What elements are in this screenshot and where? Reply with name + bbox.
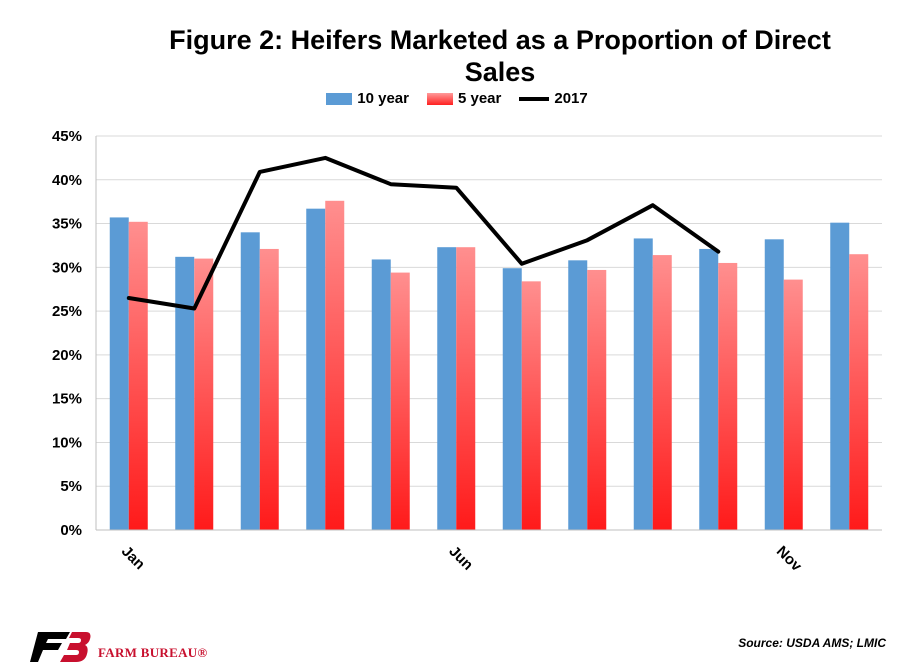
bar-10-year-6 xyxy=(502,268,522,530)
bar-10-year-7 xyxy=(568,260,588,530)
bar-5-year-10 xyxy=(783,279,803,530)
bar-5-year-2 xyxy=(259,248,279,531)
legend-entry-10-year: 10 year xyxy=(326,90,409,107)
legend-entry-2017: 2017 xyxy=(519,90,588,107)
y-tick-label: 20% xyxy=(52,347,82,364)
bar-5-year-4 xyxy=(390,272,410,530)
bar-5-year-8 xyxy=(652,255,672,530)
bar-5-year-1 xyxy=(194,258,214,530)
bar-10-year-0 xyxy=(109,217,129,530)
x-tick-label: Jun xyxy=(445,543,476,574)
line-series-2017 xyxy=(126,155,721,311)
bar-10-year-8 xyxy=(633,238,653,530)
legend-label-2017: 2017 xyxy=(554,90,588,107)
bar-10-year-5 xyxy=(437,247,457,530)
y-tick-label: 35% xyxy=(52,216,82,233)
source-note: Source: USDA AMS; LMIC xyxy=(738,636,886,650)
y-tick-label: 10% xyxy=(52,434,82,451)
legend-swatch-5-year xyxy=(426,92,453,105)
bar-5-year-5 xyxy=(456,247,476,530)
bar-10-year-1 xyxy=(175,256,195,530)
bar-5-year-6 xyxy=(521,281,541,530)
bar-5-year-11 xyxy=(849,254,869,530)
y-tick-label: 15% xyxy=(52,391,82,408)
bar-10-year-3 xyxy=(306,208,326,530)
logo-text: FARM BUREAU® xyxy=(98,645,208,660)
bar-5-year-7 xyxy=(587,269,607,530)
bar-10-year-11 xyxy=(830,222,850,530)
farm-bureau-logo: FARM BUREAU® xyxy=(30,632,207,662)
y-tick-label: 30% xyxy=(52,259,82,276)
bar-5-year-0 xyxy=(128,221,148,530)
bar-10-year-9 xyxy=(699,248,719,531)
x-tick-label: Nov xyxy=(773,543,806,576)
bar-10-year-2 xyxy=(240,232,260,531)
y-tick-label: 25% xyxy=(52,303,82,320)
chart-title: Figure 2: Heifers Marketed as a Proporti… xyxy=(169,25,831,87)
y-tick-label: 0% xyxy=(60,522,82,539)
y-tick-label: 40% xyxy=(52,172,82,189)
legend-entry-5-year: 5 year xyxy=(426,90,502,107)
legend-label-5-year: 5 year xyxy=(457,90,502,107)
bar-5-year-3 xyxy=(325,200,345,530)
legend-swatch-10-year xyxy=(326,92,353,105)
y-tick-label: 45% xyxy=(52,128,82,145)
legend-swatch-2017 xyxy=(519,96,550,101)
fb-logo-icon xyxy=(30,632,91,662)
y-tick-label: 5% xyxy=(60,478,82,495)
legend-label-10-year: 10 year xyxy=(357,90,409,107)
bar-10-year-10 xyxy=(764,239,784,530)
x-tick-label: Jan xyxy=(118,543,148,573)
chart-legend: 10 year 5 year 2017 xyxy=(0,90,914,107)
bar-5-year-9 xyxy=(718,262,738,530)
bar-10-year-4 xyxy=(371,259,391,530)
